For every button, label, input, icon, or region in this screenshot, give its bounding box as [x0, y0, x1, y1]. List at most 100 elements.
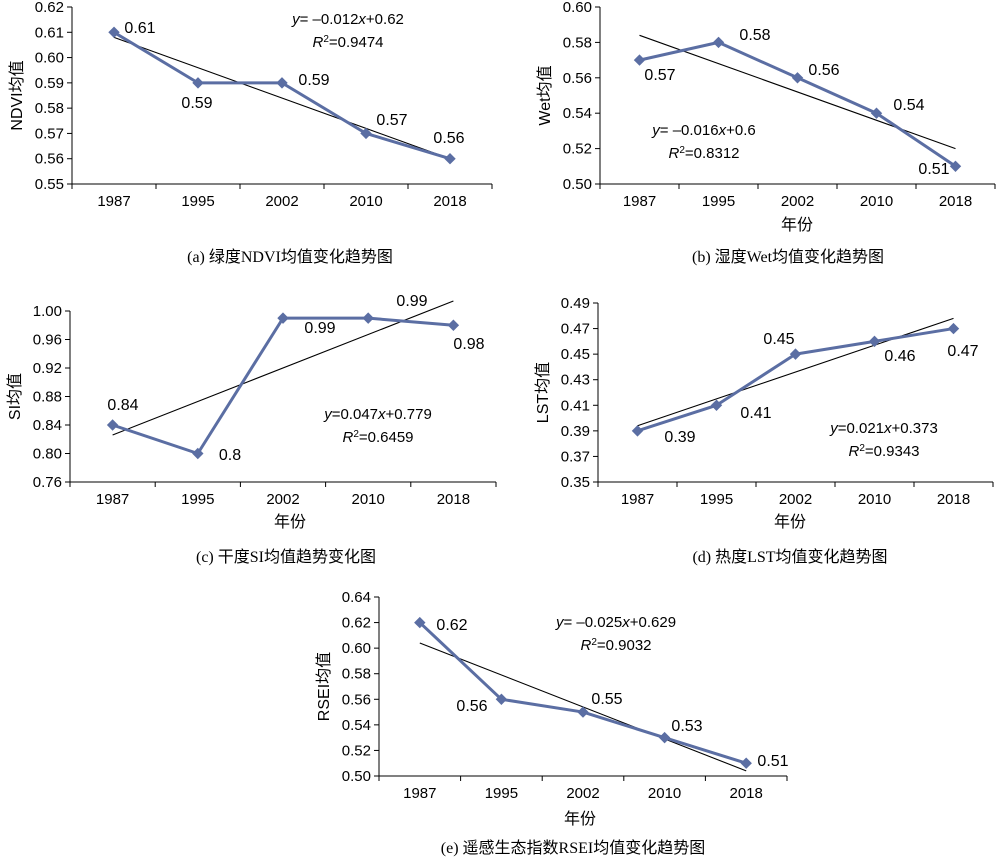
y-tick-label: 0.56	[563, 70, 592, 87]
data-point-marker	[947, 322, 960, 335]
x-tick-label: 2002	[266, 491, 299, 508]
y-tick-label: 0.88	[33, 389, 62, 406]
x-tick-label: 2010	[349, 193, 382, 210]
data-label: 0.56	[456, 698, 487, 715]
x-tick-label: 2018	[937, 491, 970, 508]
data-point-marker	[414, 616, 426, 629]
y-axis-title: LST均值	[534, 362, 552, 423]
data-label: 0.41	[740, 405, 771, 422]
y-axis-title: RSEI均值	[315, 652, 333, 721]
y-tick-label: 0.49	[561, 295, 590, 312]
y-tick-label: 0.58	[342, 666, 371, 683]
r-squared-label: R2=0.6459	[342, 429, 413, 447]
x-axis-title: 年份	[564, 810, 596, 828]
data-label: 0.54	[893, 97, 924, 114]
data-point-marker	[277, 312, 289, 324]
data-label: 0.57	[644, 67, 675, 84]
data-label: 0.46	[884, 348, 915, 365]
chart-panel-5: 0.64 0.62 0.60 0.58 0.56 0.54 0.52 0.50 1987 1995…	[315, 589, 789, 857]
y-tick-label: 0.52	[563, 141, 592, 158]
y-tick-label: 0.64	[342, 589, 371, 606]
data-label: 0.99	[304, 320, 335, 337]
x-tick-label: 2010	[648, 785, 681, 802]
data-label: 0.59	[298, 72, 329, 89]
data-label: 0.58	[739, 27, 770, 44]
y-axis-title: NDVI均值	[8, 60, 26, 130]
y-tick-label: 0.56	[342, 691, 371, 708]
y-tick-label: 0.41	[561, 397, 590, 414]
r-squared-label: R2=0.9474	[312, 34, 383, 52]
y-tick-label: 0.50	[563, 176, 592, 193]
x-axis-title: 年份	[274, 513, 306, 531]
x-tick-label: 1987	[96, 491, 129, 508]
y-tick-label: 0.76	[33, 474, 62, 491]
data-point-marker	[740, 757, 752, 769]
y-tick-label: 0.56	[35, 151, 64, 168]
data-label: 0.61	[124, 20, 155, 37]
x-tick-label: 2018	[433, 193, 466, 210]
figure-caption: (c) 干度SI均值趋势变化图	[196, 548, 376, 566]
x-tick-label: 2002	[265, 193, 298, 210]
figure-caption: (d) 热度LST均值变化趋势图	[692, 548, 887, 566]
data-label: 0.39	[664, 429, 695, 446]
y-tick-label: 0.43	[561, 372, 590, 389]
data-point-marker	[362, 312, 374, 324]
y-tick-label: 0.84	[33, 417, 62, 434]
x-tick-label: 1995	[485, 785, 518, 802]
y-tick-label: 0.39	[561, 423, 590, 440]
x-tick-label: 1987	[623, 193, 656, 210]
trend-equation: y= –0.012x+0.62	[291, 11, 404, 28]
y-tick-label: 0.60	[563, 0, 592, 16]
r-squared-label: R2=0.9032	[580, 637, 651, 655]
r-squared-label: R2=0.8312	[668, 145, 739, 163]
data-label: 0.8	[219, 447, 241, 464]
data-label: 0.62	[436, 617, 467, 634]
data-point-marker	[108, 26, 120, 38]
trend-equation: y=0.047x+0.779	[323, 406, 432, 423]
x-tick-label: 2010	[858, 491, 891, 508]
data-label: 0.56	[433, 130, 464, 147]
y-tick-label: 0.96	[33, 332, 62, 349]
y-tick-label: 0.80	[33, 446, 62, 463]
y-tick-label: 0.45	[561, 346, 590, 363]
x-tick-label: 2010	[860, 193, 893, 210]
y-tick-label: 0.60	[342, 640, 371, 657]
trend-equation: y= –0.025x+0.629	[555, 614, 676, 631]
x-tick-label: 2002	[779, 491, 812, 508]
x-axis-title: 年份	[774, 513, 806, 531]
trend-equation: y=0.021x+0.373	[829, 420, 938, 437]
data-label: 0.47	[947, 343, 978, 360]
data-point-marker	[868, 335, 881, 348]
data-label: 0.59	[181, 95, 212, 112]
data-label: 0.53	[671, 718, 702, 735]
y-axis-title: SI均值	[6, 373, 24, 420]
chart-panel-1: 0.62 0.61 0.60 0.59 0.58 0.57 0.56 0.55 1987 1995…	[8, 0, 493, 266]
x-tick-label: 1995	[181, 193, 214, 210]
data-point-marker	[631, 425, 644, 437]
chart-panel-3: 1.00 0.96 0.92 0.88 0.84 0.80 0.76 1987 1995 2002…	[6, 293, 497, 566]
data-point-marker	[360, 127, 372, 140]
data-point-marker	[789, 348, 802, 360]
x-tick-label: 1987	[621, 491, 654, 508]
y-tick-label: 0.35	[561, 474, 590, 491]
data-point-marker	[658, 731, 671, 744]
series-line	[113, 31, 451, 161]
trend-line	[112, 300, 454, 436]
data-point-marker	[447, 319, 460, 331]
x-tick-label: 2002	[566, 785, 599, 802]
data-point-marker	[710, 399, 723, 411]
data-point-marker	[712, 36, 725, 49]
x-tick-label: 2002	[781, 193, 814, 210]
y-tick-label: 0.59	[35, 75, 64, 92]
y-tick-label: 0.37	[561, 448, 590, 465]
y-tick-label: 0.50	[342, 768, 371, 785]
y-tick-label: 0.52	[342, 742, 371, 759]
data-point-marker	[192, 447, 204, 460]
data-point-marker	[495, 693, 508, 705]
chart-panel-4: 0.49 0.47 0.45 0.43 0.41 0.39 0.37 0.35 1987 1995…	[534, 295, 994, 566]
x-axis-title: 年份	[781, 216, 813, 234]
chart-panel-2: 0.60 0.58 0.56 0.54 0.52 0.50 1987 1995 2002 2010…	[536, 0, 996, 266]
x-tick-label: 2018	[437, 491, 470, 508]
x-tick-label: 2010	[352, 491, 385, 508]
